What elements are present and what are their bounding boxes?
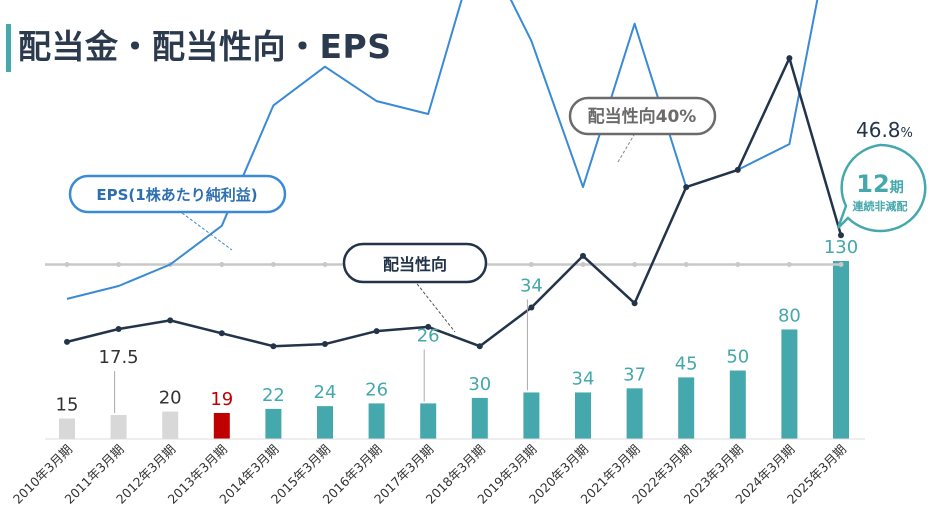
- payout-point: [476, 343, 483, 350]
- ref-line-marker: [64, 262, 70, 267]
- badge-number-suffix: 期: [890, 180, 904, 196]
- payout-point: [64, 338, 70, 345]
- payout-point: [683, 184, 690, 191]
- payout-last-unit: %: [901, 126, 913, 141]
- ref-line-marker: [270, 262, 276, 267]
- dividend-bars: [59, 261, 849, 439]
- ref-line-label: 配当性向40%: [588, 106, 697, 127]
- payout-point: [528, 304, 535, 311]
- dividend-value-label: 15: [56, 394, 79, 415]
- eps-legend-label: EPS(1株あたり純利益): [96, 186, 257, 204]
- payout-point: [167, 317, 174, 324]
- title-accent-bar: [6, 24, 11, 72]
- payout-callout: 配当性向: [342, 242, 488, 333]
- dividend-bar: [729, 370, 746, 439]
- dividend-value-label: 80: [778, 305, 801, 326]
- ref-line-callout: 配当性向40%: [568, 96, 717, 163]
- dividend-value-label: 50: [726, 347, 749, 368]
- payout-point: [270, 343, 277, 350]
- dividend-value-label: 34: [572, 368, 595, 389]
- dividend-value-label: 26: [417, 325, 440, 346]
- dividend-value-labels: 15 17.5 20 19 22 24 26 26 30 34 34 37 45 50 80 130: [56, 237, 859, 415]
- dividend-value-label: 30: [468, 374, 491, 395]
- ref-line-marker: [838, 262, 844, 267]
- ref-line-marker: [632, 262, 638, 267]
- dividend-value-label: 45: [675, 353, 698, 374]
- payout-point: [425, 323, 432, 330]
- dividend-bar: [162, 411, 179, 439]
- ref-line-marker: [683, 262, 689, 267]
- eps-callout: EPS(1株あたり純利益): [68, 174, 287, 251]
- dividend-bar: [420, 403, 437, 439]
- badge-number: 12: [856, 170, 889, 198]
- dividend-bar: [781, 329, 798, 439]
- payout-point: [838, 232, 844, 239]
- badge-big-text: 12期: [856, 170, 903, 198]
- dividend-value-label: 19: [210, 389, 233, 410]
- payout-point: [580, 252, 586, 259]
- chart-title: 配当金・配当性向・EPS: [18, 27, 392, 66]
- payout-line: [66, 56, 843, 348]
- dividend-value-label: 17.5: [99, 347, 139, 368]
- dividend-bar: [213, 412, 230, 439]
- dividend-value-label: 130: [824, 237, 858, 258]
- dividend-bar: [317, 406, 333, 439]
- payout-point: [373, 328, 380, 335]
- x-axis-tick-labels: 2010年3月期2011年3月期2012年3月期2013年3月期2014年3月期…: [10, 442, 849, 507]
- dividend-bar: [110, 415, 127, 439]
- dividend-bar: [678, 377, 695, 439]
- dividend-bar: [368, 403, 385, 439]
- payout-point: [734, 166, 741, 173]
- badge-small-text: 連続非減配: [853, 199, 908, 213]
- dividend-bar: [626, 388, 643, 439]
- payout-point: [786, 55, 793, 62]
- payout-legend-label: 配当性向: [383, 255, 447, 274]
- payout-point: [218, 330, 225, 337]
- ref-line-marker: [735, 262, 741, 267]
- payout-last-value: 46.8%: [856, 118, 913, 142]
- payout-point: [631, 300, 638, 307]
- payout-point: [115, 326, 122, 332]
- ref-line-marker: [219, 262, 225, 267]
- dividend-bar: [833, 261, 849, 439]
- dividend-bar: [575, 392, 591, 439]
- payout-ratio-series: [64, 55, 844, 350]
- payout-last-number: 46.8: [856, 118, 901, 142]
- ref-line-marker: [322, 262, 328, 267]
- dividend-value-label: 34: [520, 275, 543, 296]
- dividend-value-label: 26: [365, 379, 388, 400]
- ref-line-marker: [116, 262, 122, 267]
- dividend-bar: [265, 408, 282, 439]
- payout-point: [322, 341, 328, 348]
- ref-line-marker: [580, 262, 586, 267]
- dividend-value-label: 22: [262, 385, 285, 406]
- dividend-bar: [471, 397, 488, 439]
- ref-line-marker: [786, 262, 792, 267]
- dividend-bar: [523, 392, 540, 439]
- dividend-bar: [59, 418, 75, 439]
- dividend-value-label: 24: [314, 382, 337, 403]
- ref-line-marker: [528, 262, 534, 267]
- dividend-value-label: 37: [623, 364, 646, 385]
- consecutive-dividend-badge: 12期 連続非減配: [836, 143, 927, 233]
- dividend-value-label: 20: [159, 388, 182, 409]
